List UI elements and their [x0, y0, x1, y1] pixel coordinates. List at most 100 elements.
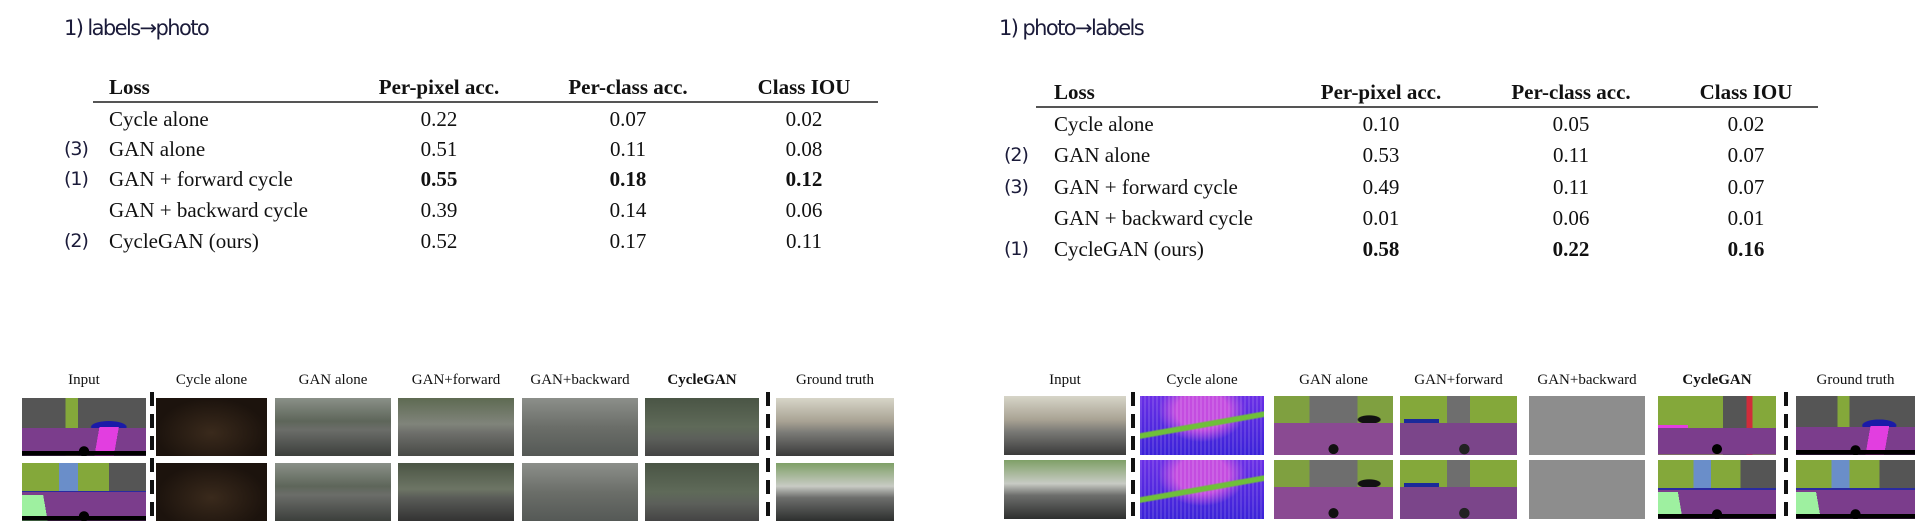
panel-title: 1) labels→photo [64, 16, 210, 40]
image-column-label: CycleGAN [1682, 372, 1752, 388]
result-thumbnail [1004, 460, 1126, 519]
image-column-label: Cycle alone [175, 372, 248, 388]
loss-name: GAN + forward cycle [1054, 175, 1238, 199]
result-thumbnail [1140, 396, 1264, 455]
table-row: CycleGAN (ours) 0.58 0.22 0.16 [1054, 234, 1824, 264]
result-thumbnail [398, 398, 514, 456]
result-thumbnail [522, 398, 638, 456]
metric-value: 0.22 [1552, 237, 1590, 261]
column-header: Loss [1054, 80, 1095, 104]
result-thumbnail [1529, 460, 1645, 519]
image-column-label: Cycle alone [1166, 372, 1238, 388]
result-thumbnail [1400, 396, 1517, 455]
metric-value: 0.49 [1362, 175, 1400, 199]
result-thumbnail [1529, 396, 1645, 455]
result-thumbnail [1004, 396, 1126, 455]
column-header: Class IOU [1699, 80, 1793, 104]
metric-value: 0.11 [610, 137, 646, 161]
result-thumbnail [1140, 460, 1264, 519]
image-column-label: Input [1049, 372, 1081, 388]
result-thumbnail [1796, 396, 1915, 455]
loss-name: CycleGAN (ours) [1054, 237, 1204, 261]
rank-marker: (2) [64, 230, 89, 252]
column-header: Per-class acc. [1511, 80, 1631, 104]
metric-value: 0.01 [1727, 206, 1765, 230]
image-column-label: GAN+forward [411, 372, 501, 388]
result-thumbnail [1274, 460, 1393, 519]
result-thumbnail [1658, 460, 1776, 519]
metric-value: 0.07 [609, 107, 647, 131]
metric-value: 0.02 [785, 107, 823, 131]
result-thumbnail [22, 463, 146, 521]
metric-value: 0.16 [1727, 237, 1765, 261]
metric-value: 0.55 [420, 167, 458, 191]
loss-name: Cycle alone [1054, 112, 1154, 136]
rank-marker: (3) [1004, 176, 1029, 198]
image-column-label: Ground truth [796, 372, 874, 388]
result-thumbnail [22, 398, 146, 456]
metric-value: 0.07 [1727, 175, 1765, 199]
result-thumbnail [776, 398, 894, 456]
metric-value: 0.52 [420, 229, 458, 253]
rank-marker: (1) [1004, 238, 1029, 260]
header-rule [93, 101, 878, 103]
result-thumbnail [1796, 460, 1915, 519]
metric-value: 0.06 [785, 198, 823, 222]
dashed-separator [150, 392, 154, 523]
image-column-label: GAN alone [1299, 372, 1368, 388]
rank-marker: (2) [1004, 144, 1029, 166]
metric-value: 0.39 [420, 198, 458, 222]
metric-value: 0.11 [786, 229, 822, 253]
loss-name: GAN + forward cycle [109, 167, 293, 191]
table-row: Cycle alone 0.22 0.07 0.02 [109, 104, 879, 134]
image-column-label: GAN+backward [530, 372, 630, 388]
metric-value: 0.07 [1727, 143, 1765, 167]
metric-value: 0.02 [1727, 112, 1765, 136]
result-thumbnail [645, 463, 759, 521]
loss-name: CycleGAN (ours) [109, 229, 259, 253]
result-thumbnail [398, 463, 514, 521]
result-thumbnail [1658, 396, 1776, 455]
rank-marker: (3) [64, 138, 89, 160]
result-thumbnail [1400, 460, 1517, 519]
metric-value: 0.58 [1362, 237, 1400, 261]
result-thumbnail [1274, 396, 1393, 455]
image-column-label: Ground truth [1816, 372, 1895, 388]
metric-value: 0.08 [785, 137, 823, 161]
result-thumbnail [156, 398, 267, 456]
panel-title: 1) photo→labels [999, 16, 1145, 40]
metric-value: 0.22 [420, 107, 458, 131]
metric-value: 0.10 [1362, 112, 1400, 136]
metric-value: 0.11 [1553, 175, 1589, 199]
metric-value: 0.05 [1552, 112, 1590, 136]
result-thumbnail [156, 463, 267, 521]
image-column-label: Input [68, 372, 100, 388]
table-row: GAN + forward cycle 0.55 0.18 0.12 [109, 164, 879, 194]
metric-value: 0.12 [785, 167, 823, 191]
rank-marker: (1) [64, 168, 89, 190]
table-row: GAN + backward cycle 0.01 0.06 0.01 [1054, 203, 1824, 233]
result-thumbnail [522, 463, 638, 521]
image-column-label: CycleGAN [667, 372, 737, 388]
dashed-separator [1784, 392, 1788, 523]
table-row: GAN alone 0.53 0.11 0.07 [1054, 140, 1824, 170]
metric-value: 0.11 [1553, 143, 1589, 167]
image-column-label: GAN+forward [1414, 372, 1503, 388]
table-row: Cycle alone 0.10 0.05 0.02 [1054, 109, 1824, 139]
loss-name: GAN alone [109, 137, 206, 161]
header-rule [1036, 106, 1818, 108]
loss-name: Cycle alone [109, 107, 209, 131]
result-thumbnail [645, 398, 759, 456]
column-header: Class IOU [757, 75, 851, 99]
dashed-separator [1131, 392, 1135, 523]
metric-value: 0.17 [609, 229, 647, 253]
column-header: Per-class acc. [568, 75, 688, 99]
table-row: CycleGAN (ours) 0.52 0.17 0.11 [109, 226, 879, 256]
metric-value: 0.14 [609, 198, 647, 222]
metric-value: 0.51 [420, 137, 458, 161]
table-row: GAN + forward cycle 0.49 0.11 0.07 [1054, 172, 1824, 202]
column-header: Per-pixel acc. [378, 75, 500, 99]
metric-value: 0.53 [1362, 143, 1400, 167]
column-header: Per-pixel acc. [1320, 80, 1442, 104]
table-header: Loss Per-pixel acc. Per-class acc. Class IO… [109, 72, 879, 102]
